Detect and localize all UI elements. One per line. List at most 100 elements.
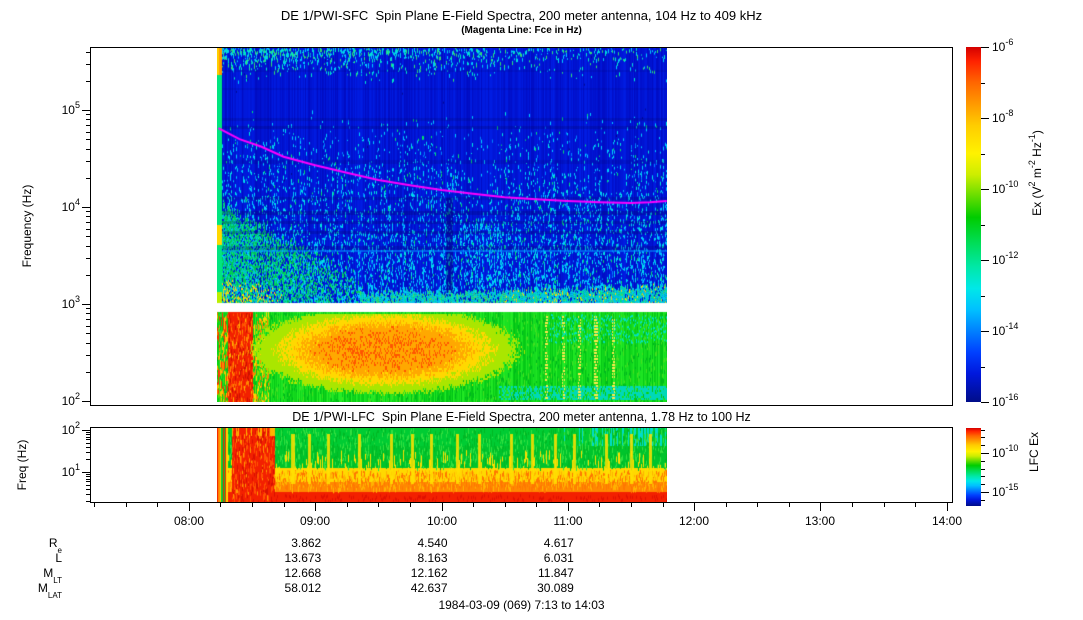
sfc-colorbar-major-tick [981,331,989,332]
x-major-tick [820,503,821,511]
x-major-tick [947,503,948,511]
lfc-colorbar-major-tick [981,492,989,493]
x-minor-tick [631,503,632,507]
sfc-y-minor-tick [86,275,90,276]
footer-value: 6.031 [543,551,574,565]
sfc-colorbar-major-tick [981,260,989,261]
sfc-y-major-tick [82,110,90,111]
sfc-colorbar-minor-tick [981,367,985,368]
x-minor-tick [347,503,348,507]
lfc-y-minor-tick [86,481,90,482]
sfc-y-minor-tick [86,222,90,223]
sfc-colorbar-major-tick [981,118,989,119]
lfc-y-minor-tick [86,432,90,433]
lfc-plot-frame [90,427,953,503]
sfc-y-minor-tick [86,119,90,120]
footer-row-label: MLT [43,566,62,586]
sfc-colorbar-minor-tick [981,296,985,297]
sfc-y-minor-tick [86,132,90,133]
footer-row-label: L [55,551,62,565]
sfc-y-tick-label: 105 [61,100,80,117]
sfc-y-minor-tick [86,258,90,259]
footer-value: 13.673 [284,551,322,565]
x-tick-label: 12:00 [678,514,710,528]
lfc-y-minor-tick [86,443,90,444]
footer-value: 30.089 [537,581,574,595]
sfc-y-minor-tick [86,52,90,53]
lfc-y-minor-tick [86,485,90,486]
sfc-y-tick-label: 103 [61,294,80,311]
lfc-colorbar-minor-tick [981,469,985,470]
sfc-y-minor-tick [86,313,90,314]
lfc-colorbar-minor-tick [981,445,985,446]
lfc-spectrogram-canvas [217,428,667,502]
lfc-y-major-tick [82,430,90,431]
footer-row-label: Re [48,536,62,556]
footer-value: 11.847 [537,566,574,580]
sfc-y-minor-tick [86,139,90,140]
sfc-plot-frame [90,47,953,406]
x-minor-tick [157,503,158,507]
x-minor-tick [252,503,253,507]
x-minor-tick [473,503,474,507]
sfc-y-minor-tick [86,355,90,356]
footer-value: 12.162 [410,566,448,580]
x-minor-tick [726,503,727,507]
sfc-y-axis-label: Frequency (Hz) [20,184,34,268]
footer-value: 8.163 [417,551,448,565]
sfc-y-minor-tick [86,343,90,344]
lfc-y-minor-tick [86,476,90,477]
sfc-colorbar-minor-tick [981,225,985,226]
lfc-y-minor-tick [86,459,90,460]
sfc-colorbar-tick-label: 10-16 [992,392,1019,409]
sfc-colorbar [966,47,981,402]
lfc-colorbar-tick-label: 10-15 [992,482,1019,499]
lfc-y-minor-tick [86,479,90,480]
x-tick-label: 11:00 [553,514,583,528]
lfc-y-major-tick [82,472,90,473]
x-tick-label: 14:00 [931,514,963,528]
lfc-colorbar-tick-label: 10-10 [992,443,1019,460]
sfc-y-minor-tick [86,64,90,65]
sfc-colorbar-tick-label: 10-12 [992,250,1019,267]
lfc-y-minor-tick [86,434,90,435]
lfc-colorbar-minor-tick [981,461,985,462]
x-minor-tick [536,503,537,507]
sfc-y-minor-tick [86,216,90,217]
sfc-y-major-tick [82,401,90,402]
sfc-y-minor-tick [86,229,90,230]
x-minor-tick [599,503,600,507]
lfc-y-minor-tick [86,452,90,453]
footer-value: 4.540 [417,536,448,550]
sfc-colorbar-tick-label: 10-14 [992,321,1019,338]
x-tick-label: 09:00 [299,514,331,528]
x-major-tick [315,503,316,511]
sfc-y-minor-tick [86,333,90,334]
x-minor-tick [915,503,916,507]
x-minor-tick [126,503,127,507]
sfc-y-minor-tick [86,246,90,247]
lfc-y-minor-tick [86,439,90,440]
sfc-y-minor-tick [86,211,90,212]
x-minor-tick [220,503,221,507]
footer-value: 58.012 [284,581,322,595]
lfc-y-tick-label: 101 [61,462,80,479]
lfc-y-minor-tick [86,489,90,490]
sfc-y-minor-tick [86,372,90,373]
sfc-colorbar-major-tick [981,47,989,48]
sfc-colorbar-major-tick [981,402,989,403]
x-major-tick [568,503,569,511]
sfc-y-minor-tick [86,125,90,126]
sfc-subtitle: (Magenta Line: Fce in Hz) [461,25,582,36]
sfc-y-tick-label: 104 [61,197,80,214]
x-minor-tick [757,503,758,507]
lfc-colorbar-major-tick [981,453,989,454]
sfc-y-minor-tick [86,178,90,179]
x-minor-tick [378,503,379,507]
x-minor-tick [94,503,95,507]
footer-row-label: MLAT [37,581,62,601]
lfc-colorbar-minor-tick [981,437,985,438]
sfc-colorbar-label: Ex (V2 m-2 Hz-1) [1027,130,1044,216]
x-minor-tick [789,503,790,507]
